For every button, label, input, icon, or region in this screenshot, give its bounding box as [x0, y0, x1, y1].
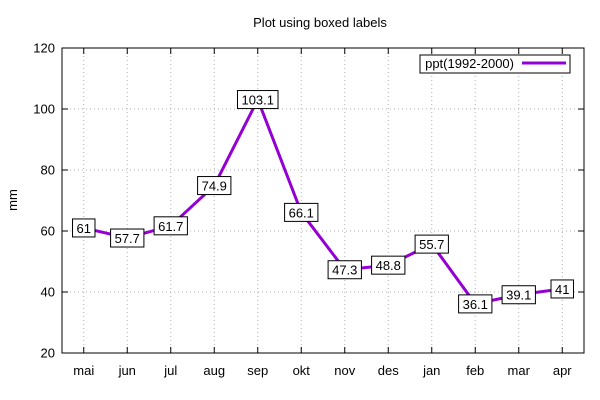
- y-tick-label: 60: [41, 224, 55, 239]
- data-label-text: 61: [77, 221, 91, 236]
- chart-title: Plot using boxed labels: [253, 15, 387, 30]
- data-label: 61.7: [153, 216, 188, 236]
- x-tick-label: feb: [466, 363, 484, 378]
- data-label-text: 61.7: [158, 219, 183, 234]
- x-tick-label: apr: [553, 363, 572, 378]
- data-label-text: 103.1: [241, 93, 274, 108]
- data-label-text: 74.9: [202, 179, 227, 194]
- axis-layer: 20 40 60 80 100 120 mai jun jul aug sep okt nov des ja…: [33, 41, 584, 378]
- data-label-box: [153, 216, 188, 236]
- y-tick-label: 120: [33, 41, 55, 56]
- y-tick-label: 40: [41, 285, 55, 300]
- x-tick-label: aug: [203, 363, 225, 378]
- data-label-layer: 61 57.7 61.7 74.9 103.1 66.1 47.3 48.8 55.7 36.1 3…: [72, 90, 574, 314]
- data-label-text: 57.7: [115, 231, 140, 246]
- x-tick-label: mai: [73, 363, 94, 378]
- y-tick-label: 20: [41, 346, 55, 361]
- x-tick-label: jun: [118, 363, 136, 378]
- y-tick-label: 80: [41, 163, 55, 178]
- data-label-text: 36.1: [463, 297, 488, 312]
- data-label-box: [110, 228, 145, 248]
- data-label: 61: [72, 218, 96, 238]
- data-label: 39.1: [501, 285, 536, 305]
- data-label: 66.1: [284, 202, 319, 222]
- y-tick-label: 100: [33, 102, 55, 117]
- data-label-box: [414, 234, 449, 254]
- data-label-text: 66.1: [289, 205, 314, 220]
- data-label: 74.9: [197, 176, 232, 196]
- data-label-box: [327, 260, 362, 280]
- data-label: 48.8: [371, 255, 406, 275]
- data-label-box: [72, 218, 96, 238]
- x-tick-label: des: [378, 363, 399, 378]
- series-line: [83, 95, 563, 306]
- x-tick-label: nov: [334, 363, 355, 378]
- data-label-text: 41: [555, 282, 569, 297]
- data-label-box: [371, 255, 406, 275]
- y-axis-label: mm: [5, 189, 20, 211]
- x-tick-label: mar: [508, 363, 531, 378]
- data-label: 47.3: [327, 260, 362, 280]
- data-label-box: [284, 202, 319, 222]
- data-label: 57.7: [110, 228, 145, 248]
- plot-frame: [61, 47, 585, 354]
- data-label-text: 55.7: [419, 237, 444, 252]
- x-tick-label: sep: [247, 363, 268, 378]
- data-label-text: 48.8: [376, 258, 401, 273]
- data-label-text: 47.3: [332, 263, 357, 278]
- data-label: 41: [550, 279, 574, 299]
- data-label-box: [550, 279, 574, 299]
- x-tick-label: okt: [293, 363, 311, 378]
- x-tick-label: jan: [422, 363, 440, 378]
- legend: ppt(1992-2000): [419, 54, 571, 74]
- data-label-box: [458, 294, 493, 314]
- x-tick-label: jul: [163, 363, 177, 378]
- legend-label: ppt(1992-2000): [425, 56, 514, 71]
- data-label: 36.1: [458, 294, 493, 314]
- data-label-box: [236, 90, 279, 110]
- data-label-text: 39.1: [506, 288, 531, 303]
- series-layer: [82, 95, 564, 306]
- grid-layer: [62, 48, 584, 353]
- legend-box: [419, 54, 571, 74]
- data-label: 103.1: [236, 90, 279, 110]
- data-label: 55.7: [414, 234, 449, 254]
- data-label-box: [501, 285, 536, 305]
- data-label-box: [197, 176, 232, 196]
